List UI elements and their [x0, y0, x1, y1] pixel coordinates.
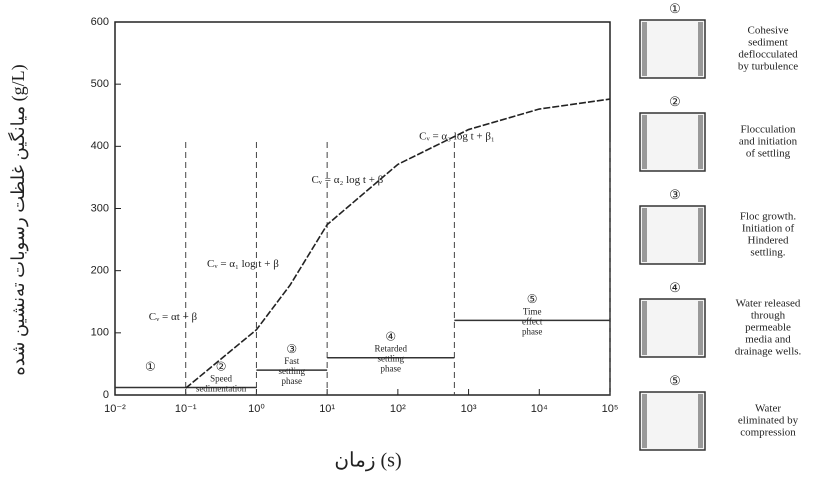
legend-text: compression [740, 427, 796, 439]
legend-icon-wall [642, 22, 647, 76]
legend-text: Floc growth. [740, 211, 796, 223]
legend-text: of settling [746, 148, 791, 160]
legend-text: Flocculation [741, 124, 796, 136]
legend-icon-wall [698, 22, 703, 76]
legend-text: deflocculated [738, 49, 798, 61]
legend-text: Water [755, 403, 781, 415]
legend-icon [639, 391, 706, 451]
annotation: Cᵥ = α₁ log t + β [207, 258, 279, 270]
legend-icon [639, 112, 706, 172]
legend-icon-wall [698, 208, 703, 262]
phase-number: ① [145, 359, 156, 373]
legend-text: eliminated by [738, 415, 799, 427]
legend-icon-wall [698, 115, 703, 169]
annotation: Cᵥ = α₃ log t + β₁ [419, 131, 495, 143]
annotation: Cᵥ = αt + β [149, 311, 198, 323]
phase-label-line: effect [522, 316, 543, 326]
phase-label: Retarded settling phase [375, 344, 408, 374]
y-tick-label: 400 [91, 140, 109, 152]
phase-number: ③ [286, 342, 297, 356]
legend-icon [639, 205, 706, 265]
y-tick-label: 100 [91, 327, 109, 339]
legend-icon [639, 298, 706, 358]
legend-text: media and [745, 334, 791, 346]
legend-text: settling. [750, 247, 785, 259]
legend-text: through [751, 310, 786, 322]
legend-text: sediment [748, 37, 788, 49]
legend-icon-wall [698, 301, 703, 355]
legend-icon-wall [642, 208, 647, 262]
phase-label-line: Time [523, 306, 542, 316]
data-line [185, 98, 611, 389]
legend-text: Water released [736, 298, 801, 310]
phase-label-line: Retarded [375, 344, 408, 354]
plot-frame [114, 21, 611, 396]
phase-label-line: sedimentation [196, 384, 247, 394]
y-tick-label: 300 [91, 202, 109, 214]
x-tick-label: 10⁻² [104, 403, 126, 415]
x-tick-label: 10¹ [319, 403, 335, 415]
legend-text: Hindered [748, 235, 789, 247]
phase-label: Fast settling phase [279, 356, 306, 386]
phase-label: Time effect phase [522, 306, 543, 336]
legend-number: ④ [669, 280, 681, 295]
phase-label-line: phase [282, 376, 303, 386]
y-tick-label: 0 [103, 389, 109, 401]
legend-text: Cohesive [748, 25, 789, 37]
phase-label-line: Fast [284, 356, 300, 366]
x-tick-label: 10⁵ [602, 403, 619, 415]
phase-label: Speed sedimentation [196, 374, 247, 394]
phase-label-line: settling [279, 366, 306, 376]
x-axis-label: زمان (s) [334, 450, 401, 472]
annotation: Cᵥ = α₂ log t + β [311, 174, 383, 186]
y-axis-label: میانگین غلظت رسوبات ته‌نشین شده (g/L) [7, 64, 29, 375]
legend-icon-wall [642, 394, 647, 448]
phase-label-line: settling [378, 354, 405, 364]
legend-number: ⑤ [669, 373, 681, 388]
legend-text: Initiation of [742, 223, 795, 235]
phase-label-line: phase [381, 364, 402, 374]
phase-label-line: phase [522, 326, 543, 336]
y-tick-label: 200 [91, 265, 109, 277]
x-tick-label: 10³ [461, 403, 477, 415]
y-tick-label: 600 [91, 16, 109, 28]
legend-text: by turbulence [738, 61, 798, 73]
phase-number: ⑤ [527, 292, 538, 306]
x-tick-label: 10² [390, 403, 406, 415]
legend-icon [639, 19, 706, 79]
x-tick-label: 10⁰ [248, 403, 265, 415]
legend-number: ① [669, 1, 681, 16]
phase-number: ② [216, 359, 227, 373]
legend-icon-wall [698, 394, 703, 448]
phase-number: ④ [385, 329, 396, 343]
phase-label-line: Speed [210, 374, 232, 384]
legend-number: ② [669, 94, 681, 109]
y-tick-label: 500 [91, 78, 109, 90]
x-tick-label: 10⁴ [531, 403, 548, 415]
legend-text: permeable [745, 322, 791, 334]
legend-icon-wall [642, 115, 647, 169]
legend-text: drainage wells. [735, 346, 802, 358]
legend-number: ③ [669, 187, 681, 202]
x-tick-label: 10⁻¹ [175, 403, 197, 415]
legend-icon-wall [642, 301, 647, 355]
legend-text: and initiation [739, 136, 798, 148]
